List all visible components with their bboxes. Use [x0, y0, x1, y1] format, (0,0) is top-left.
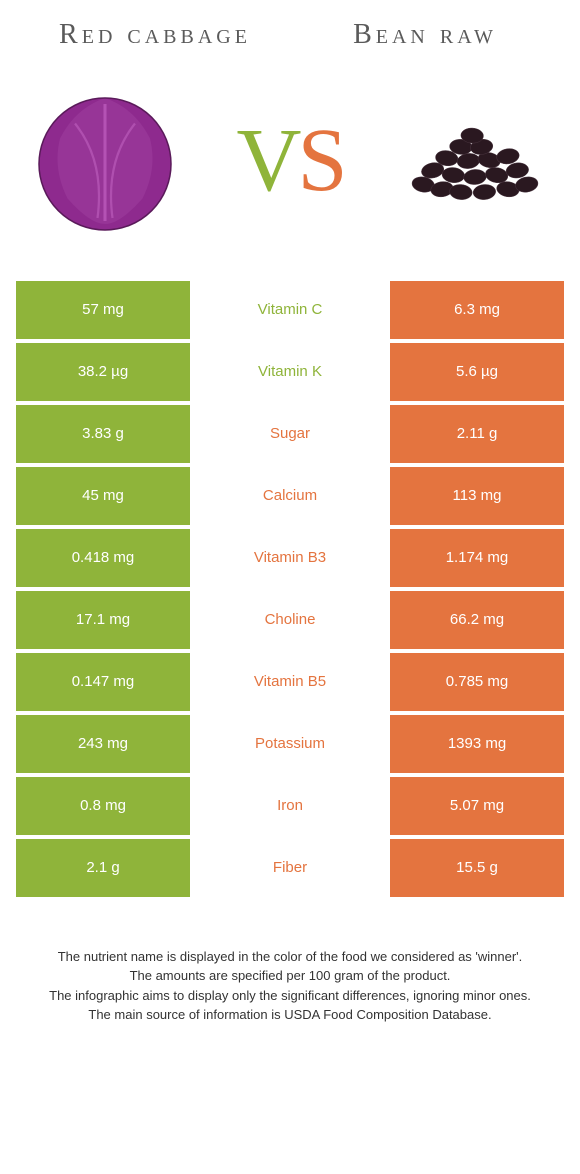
vs-v: V [236, 111, 297, 210]
right-value-cell: 66.2 mg [390, 591, 564, 649]
right-value-cell: 113 mg [390, 467, 564, 525]
comparison-table: 57 mgVitamin C6.3 mg38.2 µgVitamin K5.6 … [16, 281, 564, 897]
nutrient-name-cell: Potassium [190, 715, 390, 773]
header-titles: Red cabbage Bean raw [15, 20, 565, 51]
nutrient-name-cell: Sugar [190, 405, 390, 463]
table-row: 17.1 mgCholine66.2 mg [16, 591, 564, 649]
left-value-cell: 0.8 mg [16, 777, 190, 835]
nutrient-name-cell: Vitamin B5 [190, 653, 390, 711]
right-value-cell: 1393 mg [390, 715, 564, 773]
footnote-line: The nutrient name is displayed in the co… [45, 947, 535, 967]
left-value-cell: 243 mg [16, 715, 190, 773]
nutrient-name-cell: Vitamin K [190, 343, 390, 401]
left-value-cell: 2.1 g [16, 839, 190, 897]
nutrient-name-cell: Vitamin B3 [190, 529, 390, 587]
beans-icon [395, 106, 555, 216]
footnote-line: The infographic aims to display only the… [45, 986, 535, 1006]
right-value-cell: 6.3 mg [390, 281, 564, 339]
left-value-cell: 57 mg [16, 281, 190, 339]
nutrient-name-cell: Iron [190, 777, 390, 835]
left-value-cell: 0.147 mg [16, 653, 190, 711]
footnote-line: The main source of information is USDA F… [45, 1005, 535, 1025]
vs-row: VS [15, 81, 565, 281]
table-row: 45 mgCalcium113 mg [16, 467, 564, 525]
table-row: 2.1 gFiber15.5 g [16, 839, 564, 897]
infographic-container: Red cabbage Bean raw VS [0, 0, 580, 1045]
table-row: 0.147 mgVitamin B50.785 mg [16, 653, 564, 711]
left-food-image [25, 81, 185, 241]
right-food-image [395, 81, 555, 241]
table-row: 0.418 mgVitamin B31.174 mg [16, 529, 564, 587]
left-value-cell: 17.1 mg [16, 591, 190, 649]
left-food-title: Red cabbage [45, 20, 265, 51]
table-row: 57 mgVitamin C6.3 mg [16, 281, 564, 339]
right-value-cell: 1.174 mg [390, 529, 564, 587]
right-value-cell: 15.5 g [390, 839, 564, 897]
right-value-cell: 0.785 mg [390, 653, 564, 711]
nutrient-name-cell: Choline [190, 591, 390, 649]
vs-label: VS [236, 109, 343, 212]
table-row: 0.8 mgIron5.07 mg [16, 777, 564, 835]
table-row: 243 mgPotassium1393 mg [16, 715, 564, 773]
right-value-cell: 2.11 g [390, 405, 564, 463]
left-value-cell: 45 mg [16, 467, 190, 525]
table-row: 3.83 gSugar2.11 g [16, 405, 564, 463]
nutrient-name-cell: Calcium [190, 467, 390, 525]
cabbage-icon [30, 86, 180, 236]
vs-s: S [297, 111, 343, 210]
table-row: 38.2 µgVitamin K5.6 µg [16, 343, 564, 401]
right-value-cell: 5.07 mg [390, 777, 564, 835]
nutrient-name-cell: Fiber [190, 839, 390, 897]
footnote-line: The amounts are specified per 100 gram o… [45, 966, 535, 986]
left-value-cell: 0.418 mg [16, 529, 190, 587]
footnotes: The nutrient name is displayed in the co… [15, 947, 565, 1025]
left-value-cell: 38.2 µg [16, 343, 190, 401]
nutrient-name-cell: Vitamin C [190, 281, 390, 339]
right-value-cell: 5.6 µg [390, 343, 564, 401]
left-value-cell: 3.83 g [16, 405, 190, 463]
right-food-title: Bean raw [315, 20, 535, 51]
